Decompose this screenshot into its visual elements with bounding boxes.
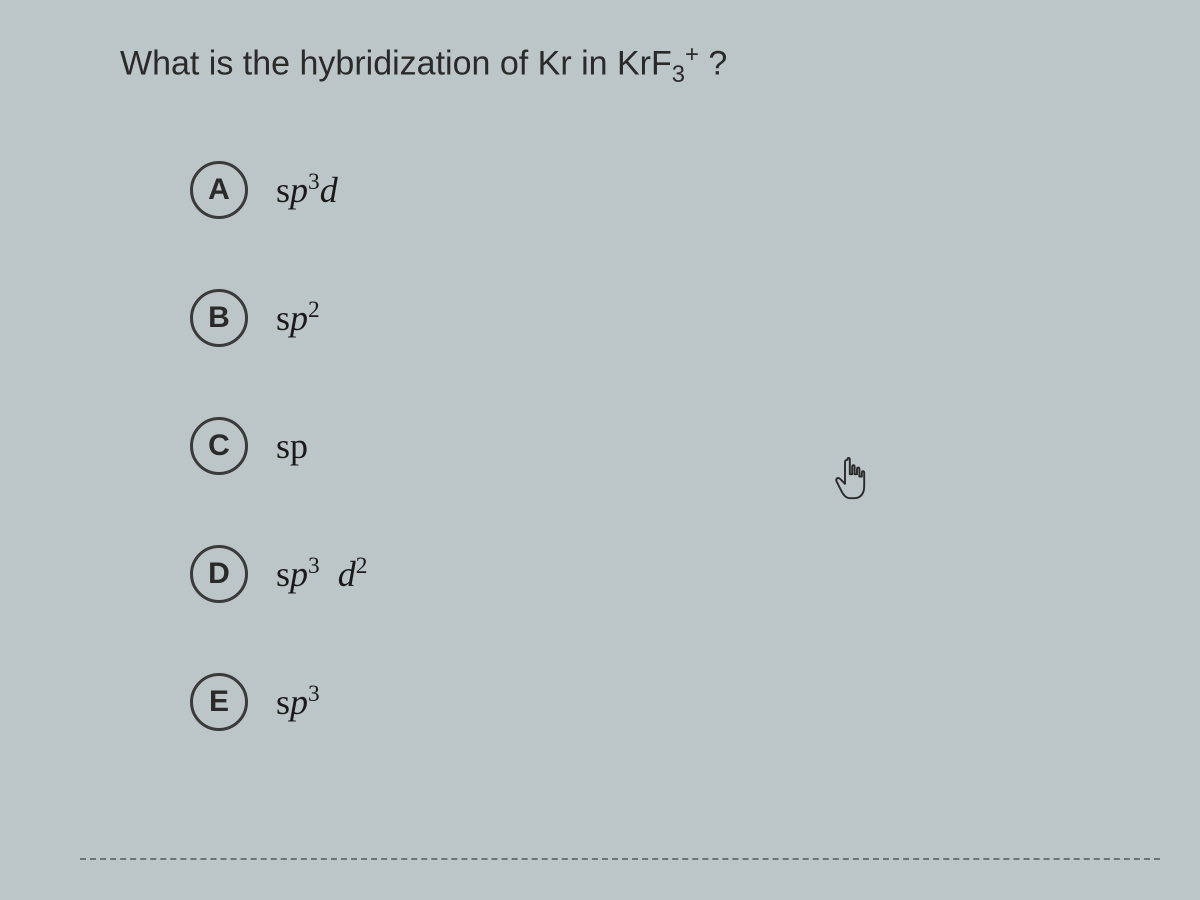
question-superscript: + [685,41,699,68]
options-list: A sp3d B sp2 C sp D sp3 d2 E sp3 [190,161,1080,731]
option-letter-e: E [190,673,248,731]
option-letter-a: A [190,161,248,219]
question-container: What is the hybridization of Kr in KrF3+… [0,0,1200,731]
option-a[interactable]: A sp3d [190,161,1080,219]
option-letter-b: B [190,289,248,347]
question-text: What is the hybridization of Kr in KrF3+… [120,40,1080,91]
question-subscript: 3 [672,61,685,88]
option-letter-d: D [190,545,248,603]
option-b[interactable]: B sp2 [190,289,1080,347]
option-label-c: sp [276,425,308,467]
divider-line [80,858,1160,860]
question-suffix: ? [699,44,727,82]
option-e[interactable]: E sp3 [190,673,1080,731]
option-label-a: sp3d [276,169,338,211]
option-label-e: sp3 [276,681,320,723]
option-letter-c: C [190,417,248,475]
option-label-b: sp2 [276,297,320,339]
question-prefix: What is the hybridization of Kr in KrF [120,44,672,82]
option-label-d: sp3 d2 [276,553,367,595]
option-c[interactable]: C sp [190,417,1080,475]
option-d[interactable]: D sp3 d2 [190,545,1080,603]
